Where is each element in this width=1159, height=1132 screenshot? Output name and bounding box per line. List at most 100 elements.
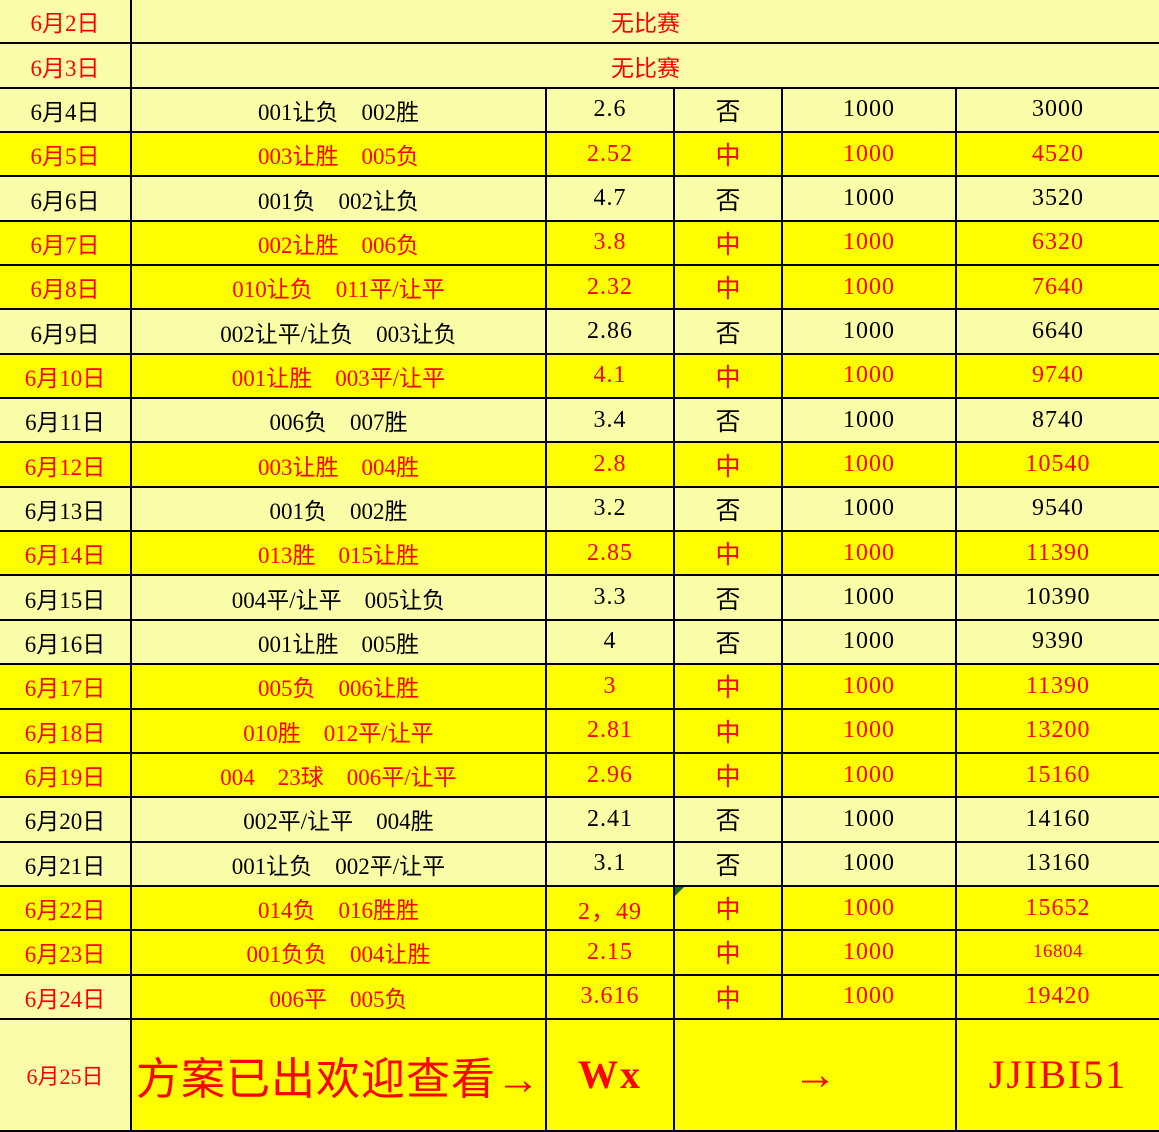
date-cell: 6月23日 <box>0 931 132 976</box>
stake-cell: 1000 <box>783 576 957 621</box>
table-row-footer: 6月25日 方案已出欢迎查看→ Wx → JJIBI51 <box>0 1019 1159 1132</box>
picks-cell: 002让胜 006负 <box>132 221 547 267</box>
table-row: 6月13日 001负 002胜 3.2 否 1000 9540 <box>0 487 1159 533</box>
odds-cell: 2，49 <box>547 886 675 932</box>
result-cell: 中 <box>675 354 783 400</box>
result-cell: 否 <box>675 798 783 843</box>
stake-cell: 1000 <box>783 931 957 976</box>
date-cell: 6月24日 <box>0 975 132 1020</box>
picks-cell: 001让负 002平/让平 <box>132 842 547 887</box>
stake-cell: 1000 <box>783 842 957 887</box>
stake-cell: 1000 <box>783 266 957 311</box>
picks-cell: 001负 002让负 <box>132 177 547 222</box>
no-match-cell: 无比赛 <box>132 0 1159 45</box>
odds-cell: 2.85 <box>547 532 675 577</box>
footer-arrow-icon: → <box>675 1019 957 1132</box>
result-cell: 中 <box>675 665 783 710</box>
odds-cell: 3.616 <box>547 975 675 1020</box>
picks-cell: 002让平/让负 003让负 <box>132 310 547 355</box>
odds-cell: 4.1 <box>547 354 675 400</box>
table-row: 6月17日 005负 006让胜 3 中 1000 11390 <box>0 665 1159 710</box>
table-row: 6月12日 003让胜 004胜 2.8 中 1000 10540 <box>0 443 1159 488</box>
picks-cell: 003让胜 005负 <box>132 133 547 178</box>
footer-message-cell: 方案已出欢迎查看→ <box>132 1019 547 1132</box>
picks-cell: 013胜 015让胜 <box>132 532 547 577</box>
balance-cell: 13200 <box>957 709 1159 754</box>
result-cell: 中 <box>675 709 783 754</box>
odds-cell: 2.6 <box>547 88 675 134</box>
stake-cell: 1000 <box>783 310 957 355</box>
table-row-no-match: 6月3日 无比赛 <box>0 44 1159 89</box>
date-cell: 6月4日 <box>0 88 132 134</box>
date-cell: 6月19日 <box>0 753 132 799</box>
picks-cell: 005负 006让胜 <box>132 665 547 710</box>
result-cell: 中 <box>675 443 783 488</box>
footer-wechat-cell: Wx <box>547 1019 675 1132</box>
result-cell: 否 <box>675 620 783 666</box>
table-row: 6月11日 006负 007胜 3.4 否 1000 8740 <box>0 399 1159 444</box>
picks-cell: 014负 016胜胜 <box>132 886 547 932</box>
table-row: 6月8日 010让负 011平/让平 2.32 中 1000 7640 <box>0 266 1159 311</box>
date-cell: 6月18日 <box>0 709 132 754</box>
table-row: 6月20日 002平/让平 004胜 2.41 否 1000 14160 <box>0 798 1159 843</box>
table-row: 6月7日 002让胜 006负 3.8 中 1000 6320 <box>0 221 1159 267</box>
picks-cell: 002平/让平 004胜 <box>132 798 547 843</box>
table-row: 6月15日 004平/让平 005让负 3.3 否 1000 10390 <box>0 576 1159 621</box>
table-row-no-match: 6月2日 无比赛 <box>0 0 1159 45</box>
odds-cell: 2.32 <box>547 266 675 311</box>
green-corner-marker-icon <box>675 886 684 896</box>
odds-cell: 2.86 <box>547 310 675 355</box>
date-cell: 6月7日 <box>0 221 132 267</box>
odds-cell: 3.4 <box>547 399 675 444</box>
stake-cell: 1000 <box>783 487 957 533</box>
picks-cell: 004平/让平 005让负 <box>132 576 547 621</box>
date-cell: 6月22日 <box>0 886 132 932</box>
result-cell: 否 <box>675 487 783 533</box>
stake-cell: 1000 <box>783 88 957 134</box>
result-cell: 否 <box>675 177 783 222</box>
result-cell: 中 <box>675 753 783 799</box>
picks-cell: 001负负 004让胜 <box>132 931 547 976</box>
odds-cell: 3 <box>547 665 675 710</box>
table-row: 6月14日 013胜 015让胜 2.85 中 1000 11390 <box>0 532 1159 577</box>
date-cell: 6月5日 <box>0 133 132 178</box>
stake-cell: 1000 <box>783 975 957 1020</box>
table-row: 6月9日 002让平/让负 003让负 2.86 否 1000 6640 <box>0 310 1159 355</box>
no-match-cell: 无比赛 <box>132 44 1159 89</box>
footer-date-cell: 6月25日 <box>0 1019 132 1132</box>
date-cell: 6月11日 <box>0 399 132 444</box>
picks-cell: 010胜 012平/让平 <box>132 709 547 754</box>
stake-cell: 1000 <box>783 133 957 178</box>
stake-cell: 1000 <box>783 886 957 932</box>
date-cell: 6月8日 <box>0 266 132 311</box>
stake-cell: 1000 <box>783 221 957 267</box>
balance-cell: 16804 <box>957 931 1159 976</box>
balance-cell: 10540 <box>957 443 1159 488</box>
odds-cell: 4.7 <box>547 177 675 222</box>
result-cell: 中 <box>675 931 783 976</box>
table-row: 6月21日 001让负 002平/让平 3.1 否 1000 13160 <box>0 842 1159 887</box>
date-cell: 6月21日 <box>0 842 132 887</box>
balance-cell: 11390 <box>957 532 1159 577</box>
stake-cell: 1000 <box>783 354 957 400</box>
result-cell: 否 <box>675 576 783 621</box>
balance-cell: 19420 <box>957 975 1159 1020</box>
result-cell: 否 <box>675 842 783 887</box>
stake-cell: 1000 <box>783 753 957 799</box>
table-row: 6月19日 004 23球 006平/让平 2.96 中 1000 15160 <box>0 753 1159 799</box>
result-cell: 中 <box>675 886 783 932</box>
picks-cell: 001让胜 003平/让平 <box>132 354 547 400</box>
odds-cell: 2.15 <box>547 931 675 976</box>
odds-cell: 3.8 <box>547 221 675 267</box>
odds-cell: 2.8 <box>547 443 675 488</box>
picks-cell: 006平 005负 <box>132 975 547 1020</box>
date-cell: 6月13日 <box>0 487 132 533</box>
balance-cell: 3000 <box>957 88 1159 134</box>
balance-cell: 7640 <box>957 266 1159 311</box>
balance-cell: 11390 <box>957 665 1159 710</box>
picks-cell: 010让负 011平/让平 <box>132 266 547 311</box>
result-cell: 否 <box>675 88 783 134</box>
odds-cell: 2.96 <box>547 753 675 799</box>
balance-cell: 10390 <box>957 576 1159 621</box>
stake-cell: 1000 <box>783 665 957 710</box>
